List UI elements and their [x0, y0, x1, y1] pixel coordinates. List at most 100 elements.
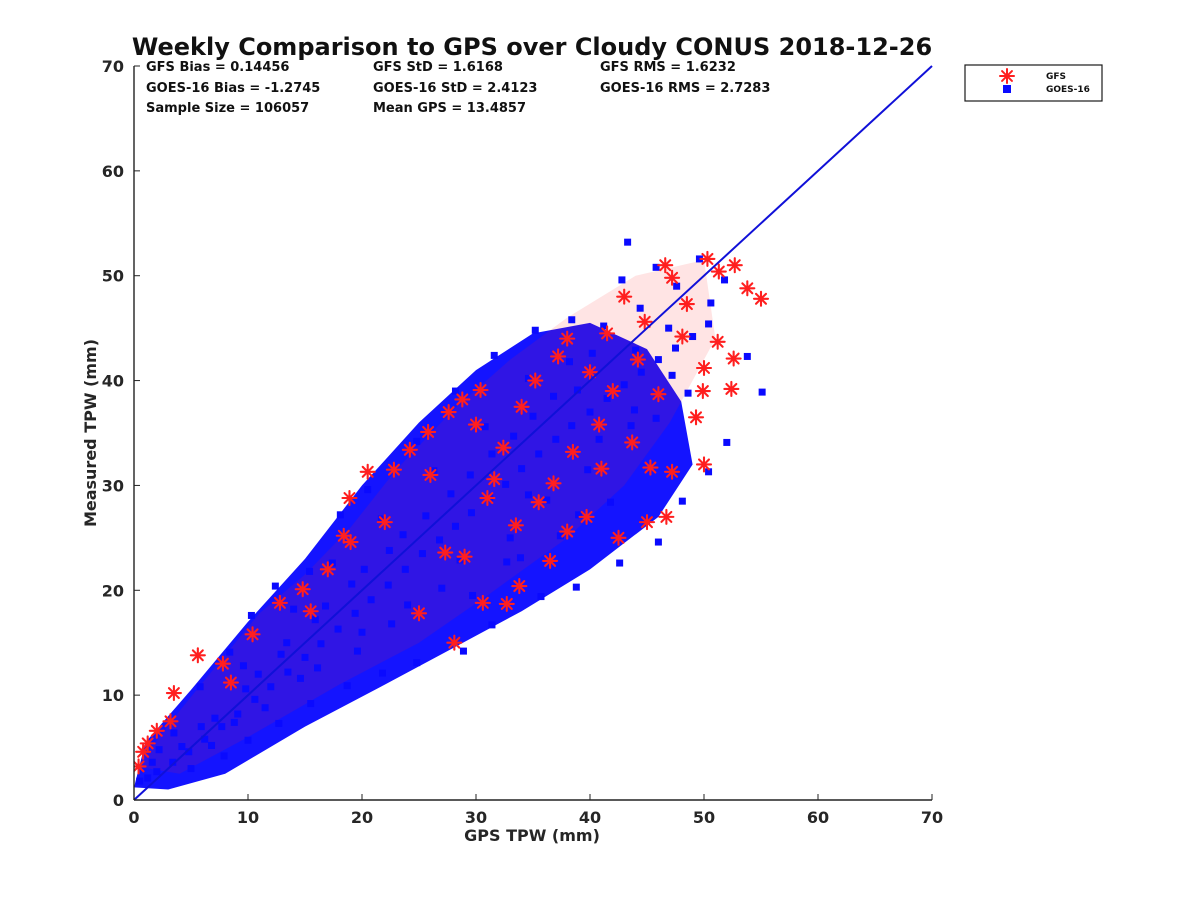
gfs-point-25 — [559, 523, 576, 540]
gfs-point-5 — [189, 647, 206, 664]
goes16-point-12 — [317, 640, 325, 648]
goes16-point-69 — [244, 736, 252, 744]
gfs-point-40 — [752, 290, 770, 307]
goes16-point-49 — [652, 263, 660, 271]
gfs-point-19 — [486, 471, 503, 488]
gfs-point-53 — [437, 544, 454, 561]
gfs-point-12 — [359, 463, 376, 480]
goes16-point-55 — [723, 438, 731, 446]
y-tick-label-4: 40 — [102, 372, 124, 391]
goes16-point-45 — [490, 351, 498, 359]
goes16-point-133 — [524, 491, 532, 499]
gfs-point-61 — [593, 460, 610, 477]
gfs-point-16 — [440, 403, 457, 421]
gfs-point-50 — [527, 372, 544, 389]
goes16-point-114 — [404, 601, 412, 609]
goes16-point-79 — [328, 559, 336, 567]
gfs-point-71 — [650, 386, 667, 403]
x-tick-label-5: 50 — [693, 808, 715, 827]
goes16-point-88 — [438, 584, 446, 592]
goes16-point-60 — [572, 583, 580, 591]
goes16-point-105 — [277, 650, 285, 658]
gfs-point-73 — [629, 351, 646, 368]
legend: GFS GOES-16 — [964, 64, 1103, 102]
gfs-point-3 — [148, 722, 165, 739]
gfs-point-75 — [564, 443, 581, 460]
gfs-point-69 — [530, 494, 547, 511]
y-tick-label-6: 60 — [102, 162, 124, 181]
goes16-point-119 — [148, 758, 156, 766]
goes16-point-28 — [586, 408, 594, 416]
x-axis-label: GPS TPW (mm) — [464, 826, 600, 845]
plot-area — [133, 65, 933, 801]
goes16-point-52 — [673, 282, 681, 290]
goes16-point-2 — [153, 768, 161, 776]
gfs-point-2 — [139, 735, 156, 752]
goes16-point-115 — [358, 628, 366, 636]
gfs-point-57 — [581, 364, 599, 381]
goes16-point-54 — [758, 388, 766, 396]
y-tick-label-0: 0 — [113, 791, 124, 810]
goes16-point-25 — [535, 450, 543, 458]
x-tick-label-4: 40 — [579, 808, 601, 827]
goes16-point-47 — [568, 316, 576, 324]
goes16-point-43 — [413, 437, 421, 445]
goes16-point-6 — [218, 723, 226, 731]
goes16-point-94 — [668, 371, 676, 379]
goes16-point-99 — [510, 432, 518, 440]
goes16-point-53 — [743, 352, 751, 360]
goes16-point-106 — [242, 685, 250, 693]
goes16-point-95 — [707, 299, 715, 307]
gfs-point-55 — [456, 548, 473, 565]
gfs-point-13 — [385, 461, 402, 478]
goes16-point-31 — [637, 368, 645, 376]
goes16-point-93 — [208, 741, 216, 749]
gfs-point-33 — [687, 409, 705, 426]
gfs-point-76 — [604, 383, 621, 400]
goes16-point-120 — [665, 324, 673, 332]
gfs-point-77 — [376, 514, 393, 531]
y-tick-label-1: 10 — [102, 686, 124, 705]
goes16-point-89 — [388, 620, 396, 628]
goes16-point-32 — [654, 356, 662, 364]
gfs-point-47 — [599, 325, 616, 342]
goes16-point-75 — [565, 358, 573, 366]
goes16-point-121 — [632, 346, 640, 354]
goes16-point-74 — [524, 374, 532, 382]
gfs-point-37 — [723, 380, 740, 398]
goes16-point-29 — [603, 394, 611, 402]
goes16-point-30 — [620, 381, 628, 389]
gfs-point-68 — [422, 466, 439, 483]
gfs-point-72 — [674, 328, 691, 345]
gfs-point-51 — [513, 398, 530, 415]
legend-gfs-label: GFS — [1046, 72, 1066, 82]
goes16-point-71 — [187, 765, 195, 773]
goes16-point-27 — [568, 422, 576, 430]
goes16-point-59 — [616, 559, 624, 567]
goes16-point-39 — [271, 582, 279, 590]
goes16-point-7 — [234, 710, 242, 718]
gfs-point-48 — [559, 330, 576, 347]
gfs-point-49 — [550, 348, 567, 365]
goes16-point-80 — [290, 605, 298, 613]
goes16-point-136 — [575, 511, 583, 519]
goes16-point-17 — [401, 565, 409, 573]
goes16-point-82 — [170, 729, 178, 737]
gfs-point-28 — [638, 514, 656, 531]
goes16-point-10 — [284, 668, 292, 676]
y-tick-label-2: 20 — [102, 581, 124, 600]
gfs-bias-stat: GFS Bias = 0.14456 — [146, 60, 289, 75]
gfs-point-39 — [739, 280, 756, 297]
goes16-point-113 — [469, 592, 477, 600]
goes16-point-40 — [306, 567, 314, 575]
gfs-point-46 — [616, 288, 633, 305]
goes16-point-118 — [178, 743, 186, 751]
gfs-point-43 — [699, 250, 716, 267]
goes16-point-13 — [334, 625, 342, 633]
goes16-point-91 — [314, 664, 322, 672]
goes16-point-21 — [467, 509, 475, 517]
gfs-point-35 — [695, 359, 713, 377]
goes16-point-131 — [197, 723, 205, 731]
gfs-point-6 — [214, 655, 231, 672]
